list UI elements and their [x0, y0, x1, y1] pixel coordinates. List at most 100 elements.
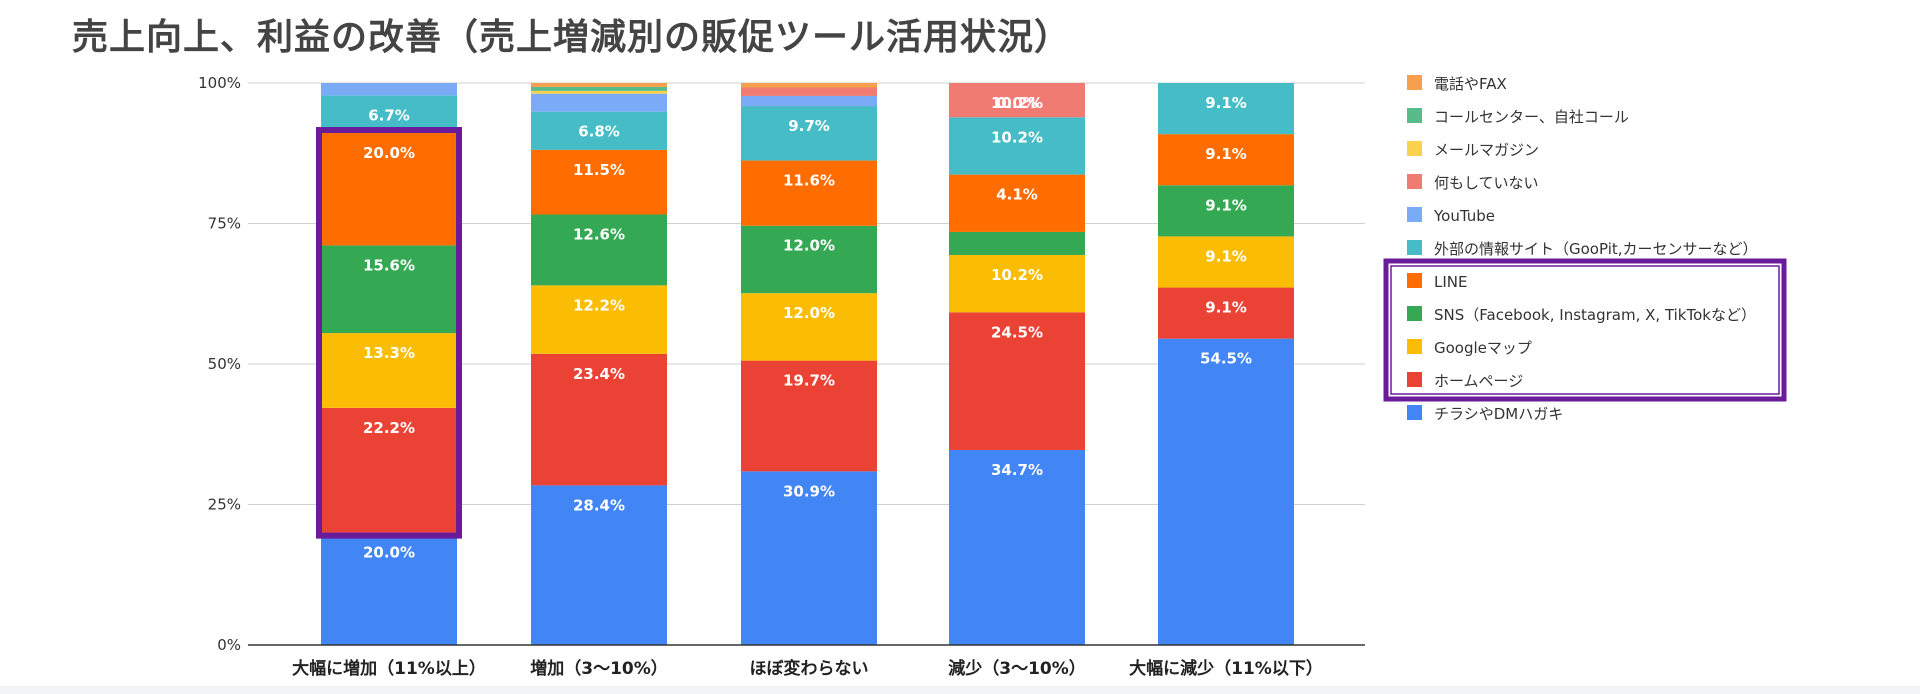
legend-label: メールマガジン	[1434, 141, 1539, 159]
y-tick-label: 75%	[208, 215, 241, 233]
bar-segment	[321, 95, 457, 134]
highlight-box-legend	[1383, 258, 1787, 402]
data-label: 22.2%	[363, 419, 415, 437]
data-label: 28.4%	[573, 496, 625, 514]
legend-label: チラシやDMハガキ	[1434, 405, 1563, 423]
legend-label: コールセンター、自社コール	[1434, 108, 1629, 126]
y-tick-label: 50%	[208, 355, 241, 373]
data-label: 6.8%	[578, 123, 620, 141]
x-tick-label: 増加（3〜10%）	[530, 658, 668, 679]
legend-label: 何もしていない	[1434, 174, 1539, 192]
data-label: 6.7%	[368, 106, 410, 124]
data-label: 12.6%	[573, 226, 625, 244]
bar-segment	[741, 293, 877, 361]
legend-label: ホームページ	[1434, 372, 1523, 390]
data-label: 9.1%	[1205, 145, 1247, 163]
y-tick-label: 100%	[198, 74, 241, 92]
bar-segment	[741, 95, 877, 107]
data-label: 10.2%	[991, 266, 1043, 284]
bar-segment	[321, 83, 457, 96]
bar-segment	[531, 90, 667, 94]
bar-segment	[1158, 134, 1294, 186]
bar-segment	[1158, 236, 1294, 288]
bar-segment	[949, 174, 1085, 232]
bar-segment	[949, 231, 1085, 255]
data-label: 10.2%	[991, 94, 1043, 112]
data-label: 20.0%	[363, 144, 415, 162]
bar-segment	[531, 86, 667, 91]
highlight-box-legend-inner	[1390, 265, 1780, 395]
legend-swatch	[1407, 141, 1422, 156]
bar-segment	[321, 245, 457, 334]
data-label: 9.1%	[1205, 196, 1247, 214]
data-label: 12.2%	[573, 296, 625, 314]
data-label: 12.0%	[783, 304, 835, 322]
legend-swatch	[1407, 174, 1422, 189]
bar-segment	[949, 117, 1085, 175]
legend-label: LINE	[1434, 273, 1467, 291]
bar-segment	[1158, 83, 1294, 135]
axes: 0% 25% 50% 75% 100% 大幅に増加（11%以上） 増加（3〜10%） ほぼ変わ…	[198, 74, 1365, 679]
bar-segment	[531, 149, 667, 215]
legend-label: YouTube	[1433, 207, 1495, 225]
highlights	[316, 127, 1787, 539]
legend-swatch	[1407, 207, 1422, 222]
bars	[321, 83, 1294, 645]
data-labels: 20.0% 28.4% 30.9% 34.7% 54.5% 22.2% 23.4% 19.7%…	[363, 94, 1252, 562]
data-label: 12.0%	[783, 237, 835, 255]
bar-segment	[741, 471, 877, 645]
data-label: 24.5%	[991, 323, 1043, 341]
bar-segment	[741, 225, 877, 294]
data-label: 9.1%	[1205, 94, 1247, 112]
bar-segment	[531, 214, 667, 286]
data-label: 19.7%	[783, 372, 835, 390]
data-label: 20.0%	[363, 544, 415, 562]
legend-swatch	[1407, 240, 1422, 255]
data-label: 10.2%	[991, 128, 1043, 146]
data-label: 9.1%	[1205, 299, 1247, 317]
legend-swatch	[1407, 405, 1422, 420]
data-label: 34.7%	[991, 461, 1043, 479]
bar-segment	[741, 83, 877, 88]
x-tick-label: 大幅に減少（11%以下）	[1129, 658, 1323, 679]
y-tick-label: 0%	[217, 636, 241, 654]
x-tick-label: 減少（3〜10%）	[948, 658, 1086, 679]
bar-segment	[321, 532, 457, 645]
bar-segment	[1158, 185, 1294, 237]
page-title: 売上向上、利益の改善（売上増減別の販促ツール活用状況）	[72, 17, 1072, 58]
bar-segment	[949, 254, 1085, 313]
data-label: 4.1%	[996, 186, 1038, 204]
bar-segment	[741, 160, 877, 226]
legend-swatch	[1407, 306, 1422, 321]
bar-segment	[741, 87, 877, 96]
data-label: 11.6%	[783, 172, 835, 190]
x-tick-label: ほぼ変わらない	[750, 658, 869, 679]
bar-segment	[531, 353, 667, 486]
data-label: 11.5%	[573, 161, 625, 179]
bar-segment	[741, 360, 877, 472]
bar-segment	[531, 93, 667, 112]
bar-segment	[531, 111, 667, 150]
legend-label: 電話やFAX	[1434, 75, 1507, 93]
bar-segment	[531, 485, 667, 645]
bar-segment	[949, 312, 1085, 450]
y-tick-label: 25%	[208, 496, 241, 514]
bar-segment	[741, 106, 877, 161]
bar-segment	[949, 449, 1085, 645]
bar-segment	[321, 133, 457, 246]
legend-label: 外部の情報サイト（GooPit,カーセンサーなど）	[1434, 240, 1758, 258]
legend-swatch	[1407, 75, 1422, 90]
data-label: 0.0%	[996, 94, 1038, 112]
data-label: 30.9%	[783, 482, 835, 500]
legend-label: SNS（Facebook, Instagram, X, TikTokなど）	[1434, 306, 1756, 324]
bar-segment	[1158, 338, 1294, 645]
data-label: 54.5%	[1200, 350, 1252, 368]
bar-segment	[949, 83, 1085, 118]
legend-label: Googleマップ	[1434, 339, 1532, 357]
highlight-box-bar	[316, 127, 462, 539]
bar-segment	[531, 285, 667, 354]
x-tick-label: 大幅に増加（11%以上）	[292, 658, 486, 679]
data-label: 13.3%	[363, 344, 415, 362]
